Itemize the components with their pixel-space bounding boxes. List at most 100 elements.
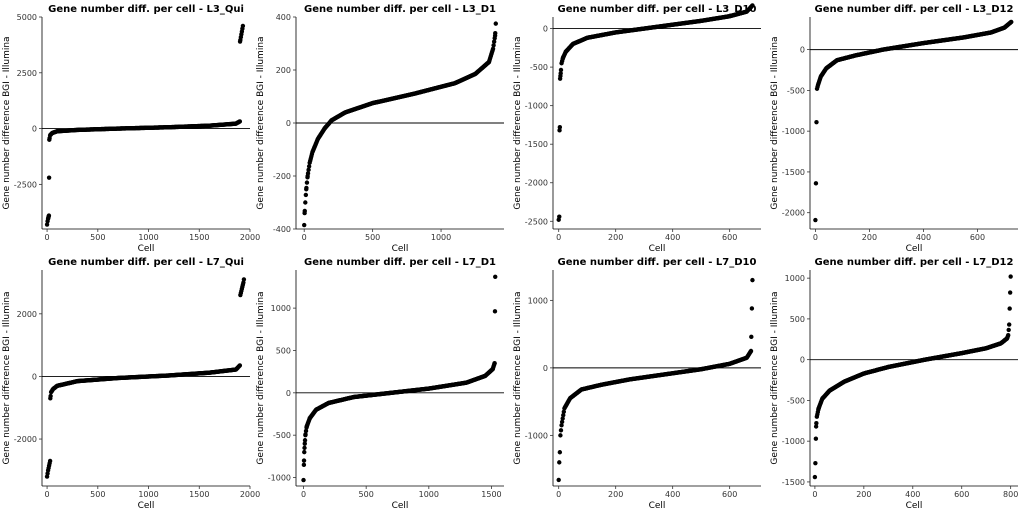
y-tick-label: -500	[787, 86, 805, 95]
chart-title: Gene number diff. per cell - L3_D10	[558, 4, 757, 15]
x-tick-label: 600	[954, 490, 969, 499]
y-tick-label: -500	[530, 63, 548, 72]
scatter-points	[812, 274, 1013, 480]
y-tick-label: 500	[790, 315, 805, 324]
chart-title: Gene number diff. per cell - L7_D10	[558, 257, 757, 268]
data-point	[302, 222, 307, 228]
y-axis-label: Gene number difference BGI - Illumina	[256, 36, 266, 209]
data-point	[302, 441, 307, 446]
x-axis-label: Cell	[649, 501, 666, 511]
x-axis-label: Cell	[392, 244, 409, 254]
y-tick-label: -1000	[782, 127, 805, 136]
y-tick-label: -1500	[782, 168, 805, 177]
x-tick-label: 1000	[138, 233, 158, 242]
y-tick-label: 0	[543, 364, 548, 373]
data-point	[561, 412, 566, 418]
data-point	[237, 363, 243, 368]
data-point	[558, 67, 564, 73]
data-point	[558, 428, 564, 433]
data-point	[237, 39, 243, 44]
data-point	[558, 71, 563, 76]
data-point	[306, 167, 311, 173]
y-tick-label: -500	[273, 431, 291, 440]
data-point	[47, 137, 52, 142]
y-tick-label: -1000	[268, 474, 291, 483]
data-point	[816, 406, 821, 411]
data-point	[305, 173, 310, 179]
data-point	[473, 71, 478, 77]
y-tick-label: 0	[800, 46, 805, 55]
x-axis-label: Cell	[138, 244, 155, 254]
y-tick-label: 1000	[271, 304, 291, 313]
y-tick-label: -2500	[525, 217, 548, 226]
data-point	[813, 181, 819, 186]
y-tick-label: 5000	[17, 13, 37, 22]
data-point	[749, 334, 754, 340]
x-tick-label: 400	[665, 490, 680, 499]
x-tick-label: 2000	[240, 490, 260, 499]
data-point	[559, 419, 565, 425]
data-point	[563, 49, 569, 54]
data-point	[492, 309, 498, 314]
x-tick-label: 200	[608, 233, 623, 242]
data-point	[1009, 19, 1014, 25]
data-point	[303, 432, 308, 438]
data-point	[813, 217, 818, 223]
data-point	[301, 477, 306, 483]
y-tick-label: 400	[276, 13, 291, 22]
data-point	[241, 277, 247, 282]
data-point	[491, 39, 497, 44]
chart-title: Gene number diff. per cell - L3_D1	[304, 4, 496, 15]
y-axis-label: Gene number difference BGI - Illumina	[2, 36, 12, 209]
data-point	[1007, 306, 1012, 311]
x-tick-label: 500	[359, 490, 374, 499]
x-tick-label: 600	[722, 233, 737, 242]
x-axis-label: Cell	[906, 501, 923, 511]
x-axis-label: Cell	[138, 501, 155, 511]
panel-7: Gene number diff. per cell - L7_D10 0 200 4…	[513, 257, 761, 511]
panel-6: Gene number diff. per cell - L7_D1 0 500 10…	[256, 257, 504, 511]
x-tick-label: 500	[90, 233, 105, 242]
data-point	[557, 128, 562, 133]
data-point	[302, 449, 307, 455]
y-tick-label: -1000	[782, 437, 805, 446]
data-point	[240, 23, 246, 29]
x-tick-label: 1000	[431, 233, 451, 242]
data-point	[749, 306, 755, 311]
y-axis-label: Gene number difference BGI - Illumina	[513, 36, 523, 209]
data-point	[48, 396, 53, 401]
data-point	[304, 180, 310, 185]
y-tick-label: -1500	[782, 478, 805, 487]
scatter-points	[556, 3, 755, 222]
data-point	[556, 477, 561, 483]
y-tick-label: -2000	[782, 209, 805, 218]
x-tick-label: 400	[916, 233, 931, 242]
data-point	[1007, 290, 1013, 295]
data-point	[814, 421, 819, 426]
x-axis-label: Cell	[649, 244, 666, 254]
scatter-points	[556, 277, 755, 483]
scatter-points	[44, 23, 246, 227]
data-point	[486, 59, 492, 65]
x-tick-label: 200	[856, 490, 871, 499]
x-axis-label: Cell	[392, 501, 409, 511]
data-point	[302, 438, 308, 443]
panel-5: Gene number diff. per cell - L7_Qui 0 500 1…	[2, 257, 260, 511]
y-tick-label: -2500	[14, 180, 37, 189]
x-tick-label: 0	[302, 233, 307, 242]
x-tick-label: 200	[608, 490, 623, 499]
y-tick-label: 0	[800, 356, 805, 365]
data-point	[814, 119, 819, 125]
y-tick-label: -1500	[525, 140, 548, 149]
y-tick-label: 200	[276, 66, 291, 75]
x-tick-label: 0	[45, 490, 50, 499]
y-tick-label: -2000	[525, 179, 548, 188]
y-tick-label: 0	[32, 125, 37, 134]
y-tick-label: 0	[543, 25, 548, 34]
data-point	[303, 200, 308, 205]
data-point	[1006, 322, 1012, 327]
data-point	[812, 474, 818, 480]
chart-title: Gene number diff. per cell - L7_Qui	[48, 257, 244, 268]
y-tick-label: 0	[286, 119, 291, 128]
data-point	[1006, 327, 1011, 333]
